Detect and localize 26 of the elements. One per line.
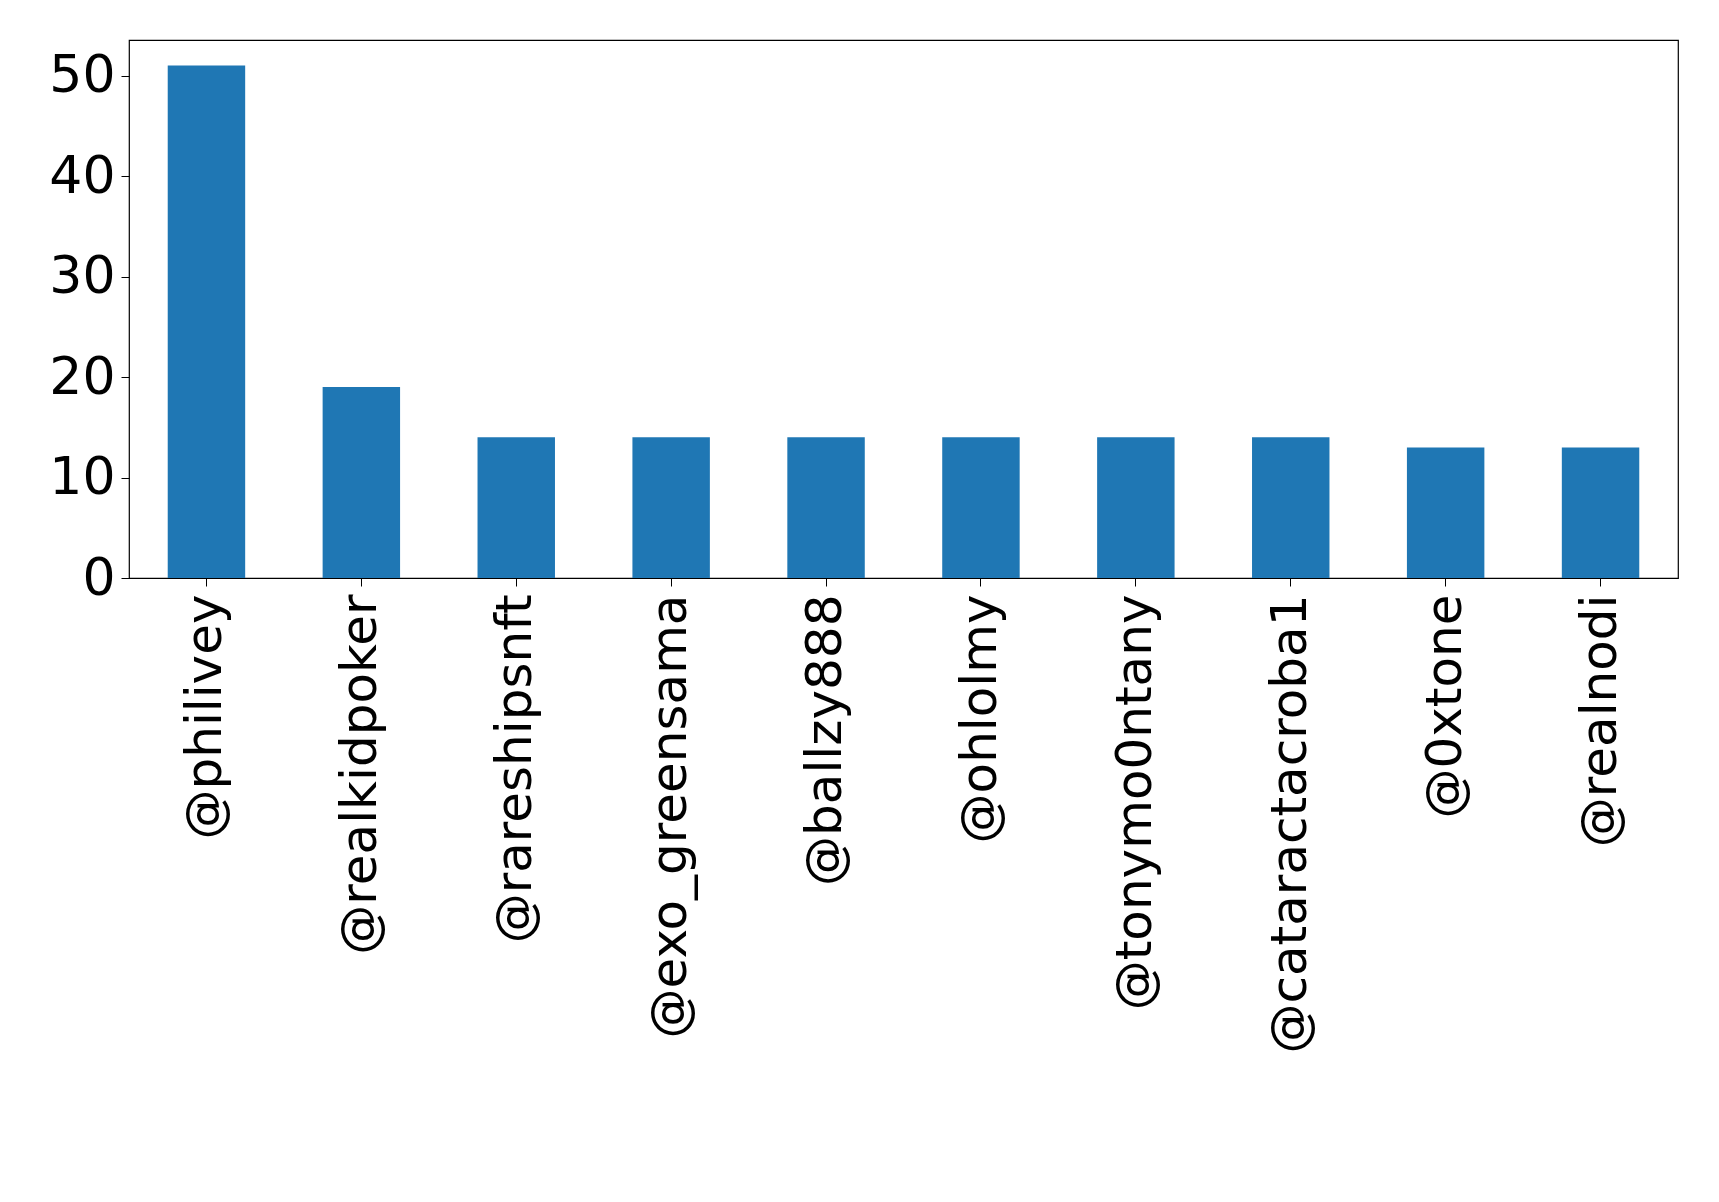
x-tick-label: @rareshipsnft: [485, 594, 544, 944]
x-tick-label: @philivey: [175, 594, 234, 840]
bar: [1252, 437, 1330, 578]
bar: [787, 437, 865, 578]
y-tick-label: 20: [49, 345, 116, 406]
bar: [1561, 447, 1640, 578]
x-tick-label: @tonymo0ntany: [1104, 594, 1163, 1011]
bar: [322, 387, 401, 578]
y-tick-label: 10: [49, 446, 116, 507]
y-tick-label: 50: [49, 44, 116, 105]
bar: [477, 437, 555, 578]
x-tick-label: @exo_greensama: [640, 594, 699, 1039]
bar: [167, 65, 246, 578]
bar: [942, 437, 1020, 578]
x-tick-label: @0xtone: [1414, 594, 1473, 819]
x-tick-label: @realkidpoker: [330, 594, 389, 955]
x-tick-label: @ohlolmy: [949, 594, 1008, 844]
y-tick-label: 30: [49, 245, 116, 306]
x-tick-label: @cataractacroba1: [1259, 594, 1318, 1054]
x-tick-label: @ballzy888: [795, 594, 854, 886]
y-tick-label: 40: [49, 144, 116, 205]
bar: [1097, 437, 1175, 578]
y-tick-label: 0: [82, 546, 116, 607]
bar: [632, 437, 710, 578]
x-tick-label: @realnodi: [1569, 594, 1628, 848]
bar: [1406, 447, 1485, 578]
